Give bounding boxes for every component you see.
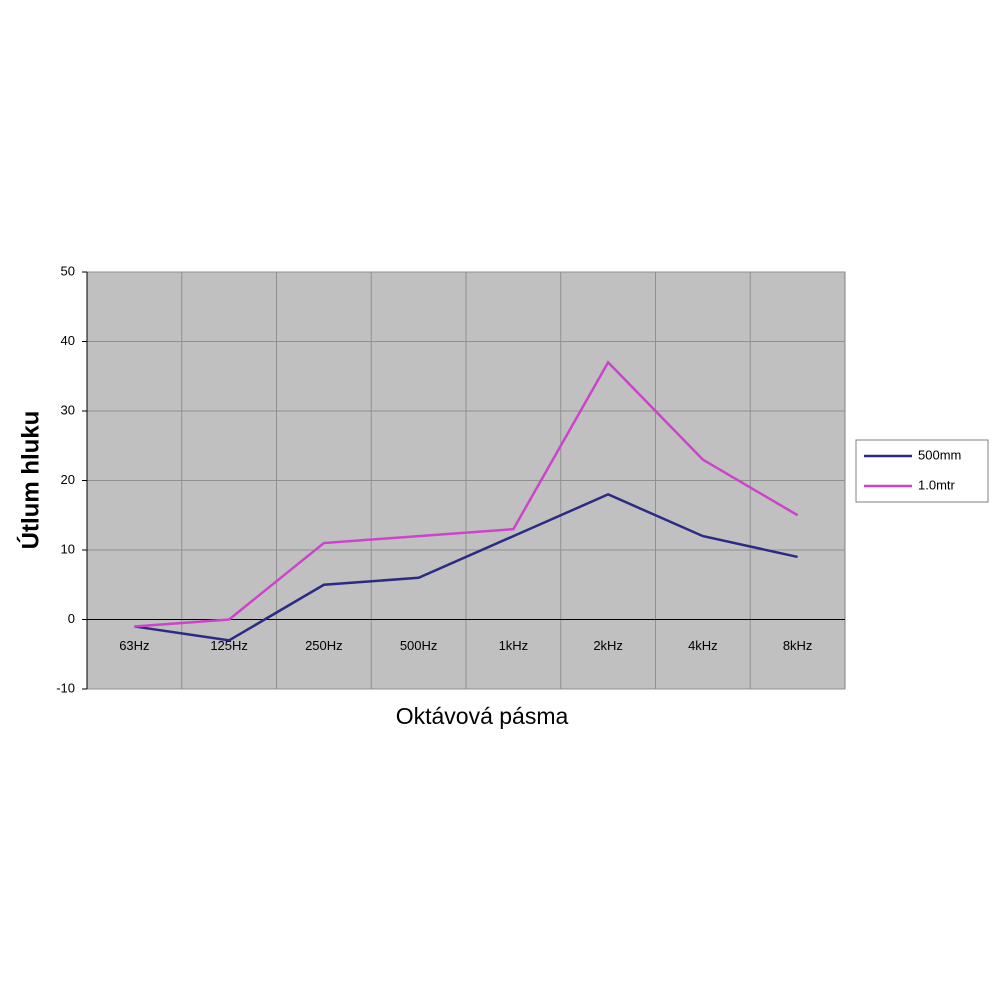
x-axis-title: Oktávová pásma <box>396 703 569 729</box>
line-series <box>134 493 798 642</box>
y-tick-label: 30 <box>61 402 75 417</box>
legend-label: 1.0mtr <box>918 477 956 492</box>
x-tick-label: 125Hz <box>210 638 248 653</box>
y-tick-label: -10 <box>56 680 75 695</box>
x-tick-label: 4kHz <box>688 638 718 653</box>
y-tick-label: 50 <box>61 263 75 278</box>
legend-label: 500mm <box>918 447 961 462</box>
x-tick-label: 8kHz <box>783 638 813 653</box>
y-axis-title: Útlum hluku <box>16 411 44 550</box>
x-tick-label: 1kHz <box>499 638 529 653</box>
x-tick-label: 250Hz <box>305 638 343 653</box>
y-tick-label: 10 <box>61 541 75 556</box>
line-series <box>134 360 799 628</box>
y-tick-label: 20 <box>61 472 75 487</box>
x-tick-label: 500Hz <box>400 638 438 653</box>
x-tick-label: 2kHz <box>593 638 623 653</box>
y-tick-label: 40 <box>61 333 75 348</box>
legend <box>855 439 989 503</box>
x-tick-label: 63Hz <box>119 638 149 653</box>
y-tick-label: 0 <box>68 611 75 626</box>
